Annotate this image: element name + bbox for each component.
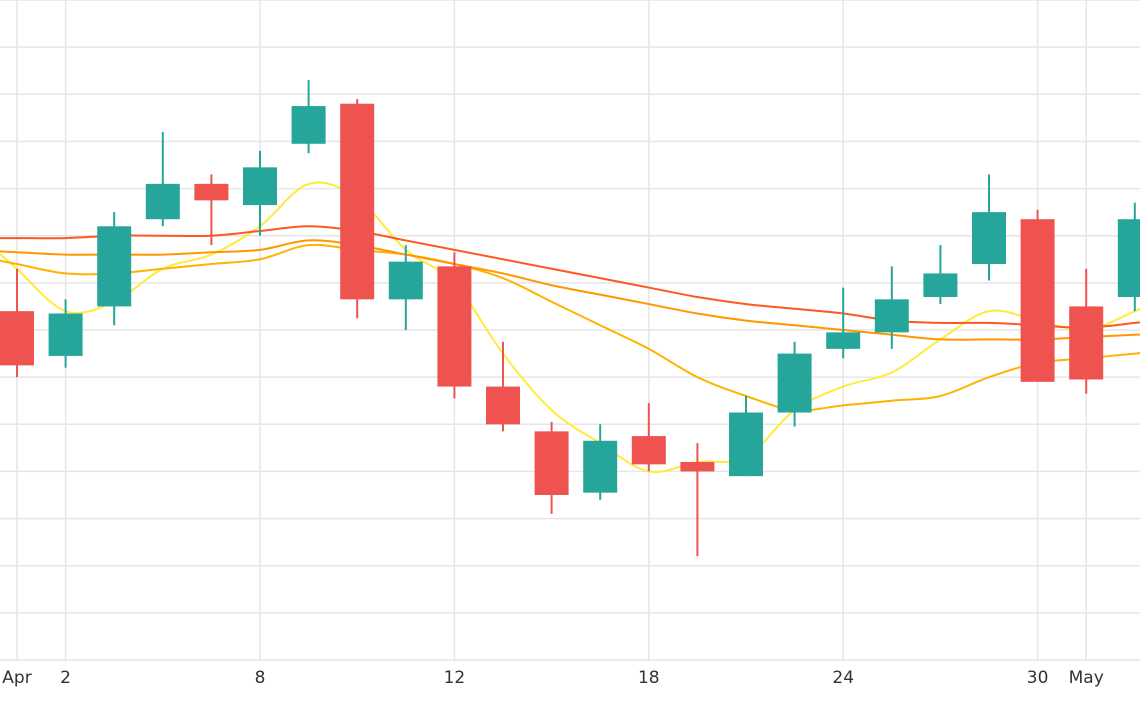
moving-average-line: [0, 239, 1140, 341]
candles: [0, 80, 1140, 557]
candle-body: [1117, 219, 1140, 297]
candle-down: [1069, 268, 1104, 394]
x-tick-label: 12: [444, 668, 466, 688]
candle-down: [194, 174, 229, 246]
candle-up: [923, 245, 958, 305]
candle-up: [145, 132, 180, 227]
candle-body: [972, 212, 1006, 264]
candle-body: [534, 431, 569, 495]
horizontal-gridlines: [0, 0, 1140, 661]
x-tick-label: 8: [255, 668, 266, 688]
candle-body: [874, 299, 909, 333]
candle-up: [874, 266, 909, 349]
candle-up: [97, 212, 132, 326]
candle-body: [1069, 306, 1104, 380]
candle-up: [388, 245, 423, 330]
candle-up: [48, 299, 83, 368]
candle-body: [243, 167, 277, 206]
candle-up: [777, 341, 812, 427]
candle-up: [729, 396, 763, 477]
candle-body: [1020, 219, 1055, 382]
candle-body: [291, 106, 326, 144]
candle-body: [826, 332, 861, 349]
x-axis-ticks: Apr 2 8 12 18 24 30 May: [2, 668, 1103, 688]
candle-body: [97, 226, 132, 307]
candle-down: [437, 252, 472, 399]
candle-up: [243, 150, 277, 236]
x-tick-label: 18: [638, 668, 660, 688]
candle-body: [145, 183, 180, 220]
candle-up: [291, 80, 326, 154]
candle-down: [631, 403, 666, 472]
x-tick-label: 30: [1027, 668, 1049, 688]
candle-down: [340, 99, 375, 319]
candle-body: [388, 261, 423, 300]
candle-body: [923, 273, 958, 297]
x-tick-label: 24: [832, 668, 854, 688]
candle-down: [534, 421, 569, 514]
candle-up: [972, 174, 1006, 281]
candle-body: [777, 353, 812, 413]
moving-average-line: [0, 243, 1140, 412]
candle-body: [729, 412, 763, 477]
candle-body: [583, 440, 618, 493]
candle-down: [486, 341, 520, 432]
x-tick-label: May: [1069, 668, 1104, 688]
candle-body: [194, 183, 229, 201]
candle-body: [0, 311, 34, 366]
candle-body: [437, 266, 472, 387]
moving-average-line: [0, 181, 1140, 474]
candle-body: [680, 462, 715, 472]
candle-down: [680, 443, 715, 557]
candle-body: [631, 436, 666, 465]
candle-down: [1020, 209, 1055, 382]
moving-average-line: [0, 225, 1140, 329]
candle-down: [0, 268, 34, 378]
moving-average-lines: [0, 181, 1140, 474]
candle-body: [486, 386, 520, 425]
candle-body: [48, 313, 83, 356]
x-tick-label: 2: [60, 668, 71, 688]
x-tick-label: Apr: [2, 668, 31, 688]
candle-up: [583, 424, 618, 500]
candle-up: [1117, 202, 1140, 312]
candle-body: [340, 103, 375, 300]
candle-up: [826, 287, 861, 359]
